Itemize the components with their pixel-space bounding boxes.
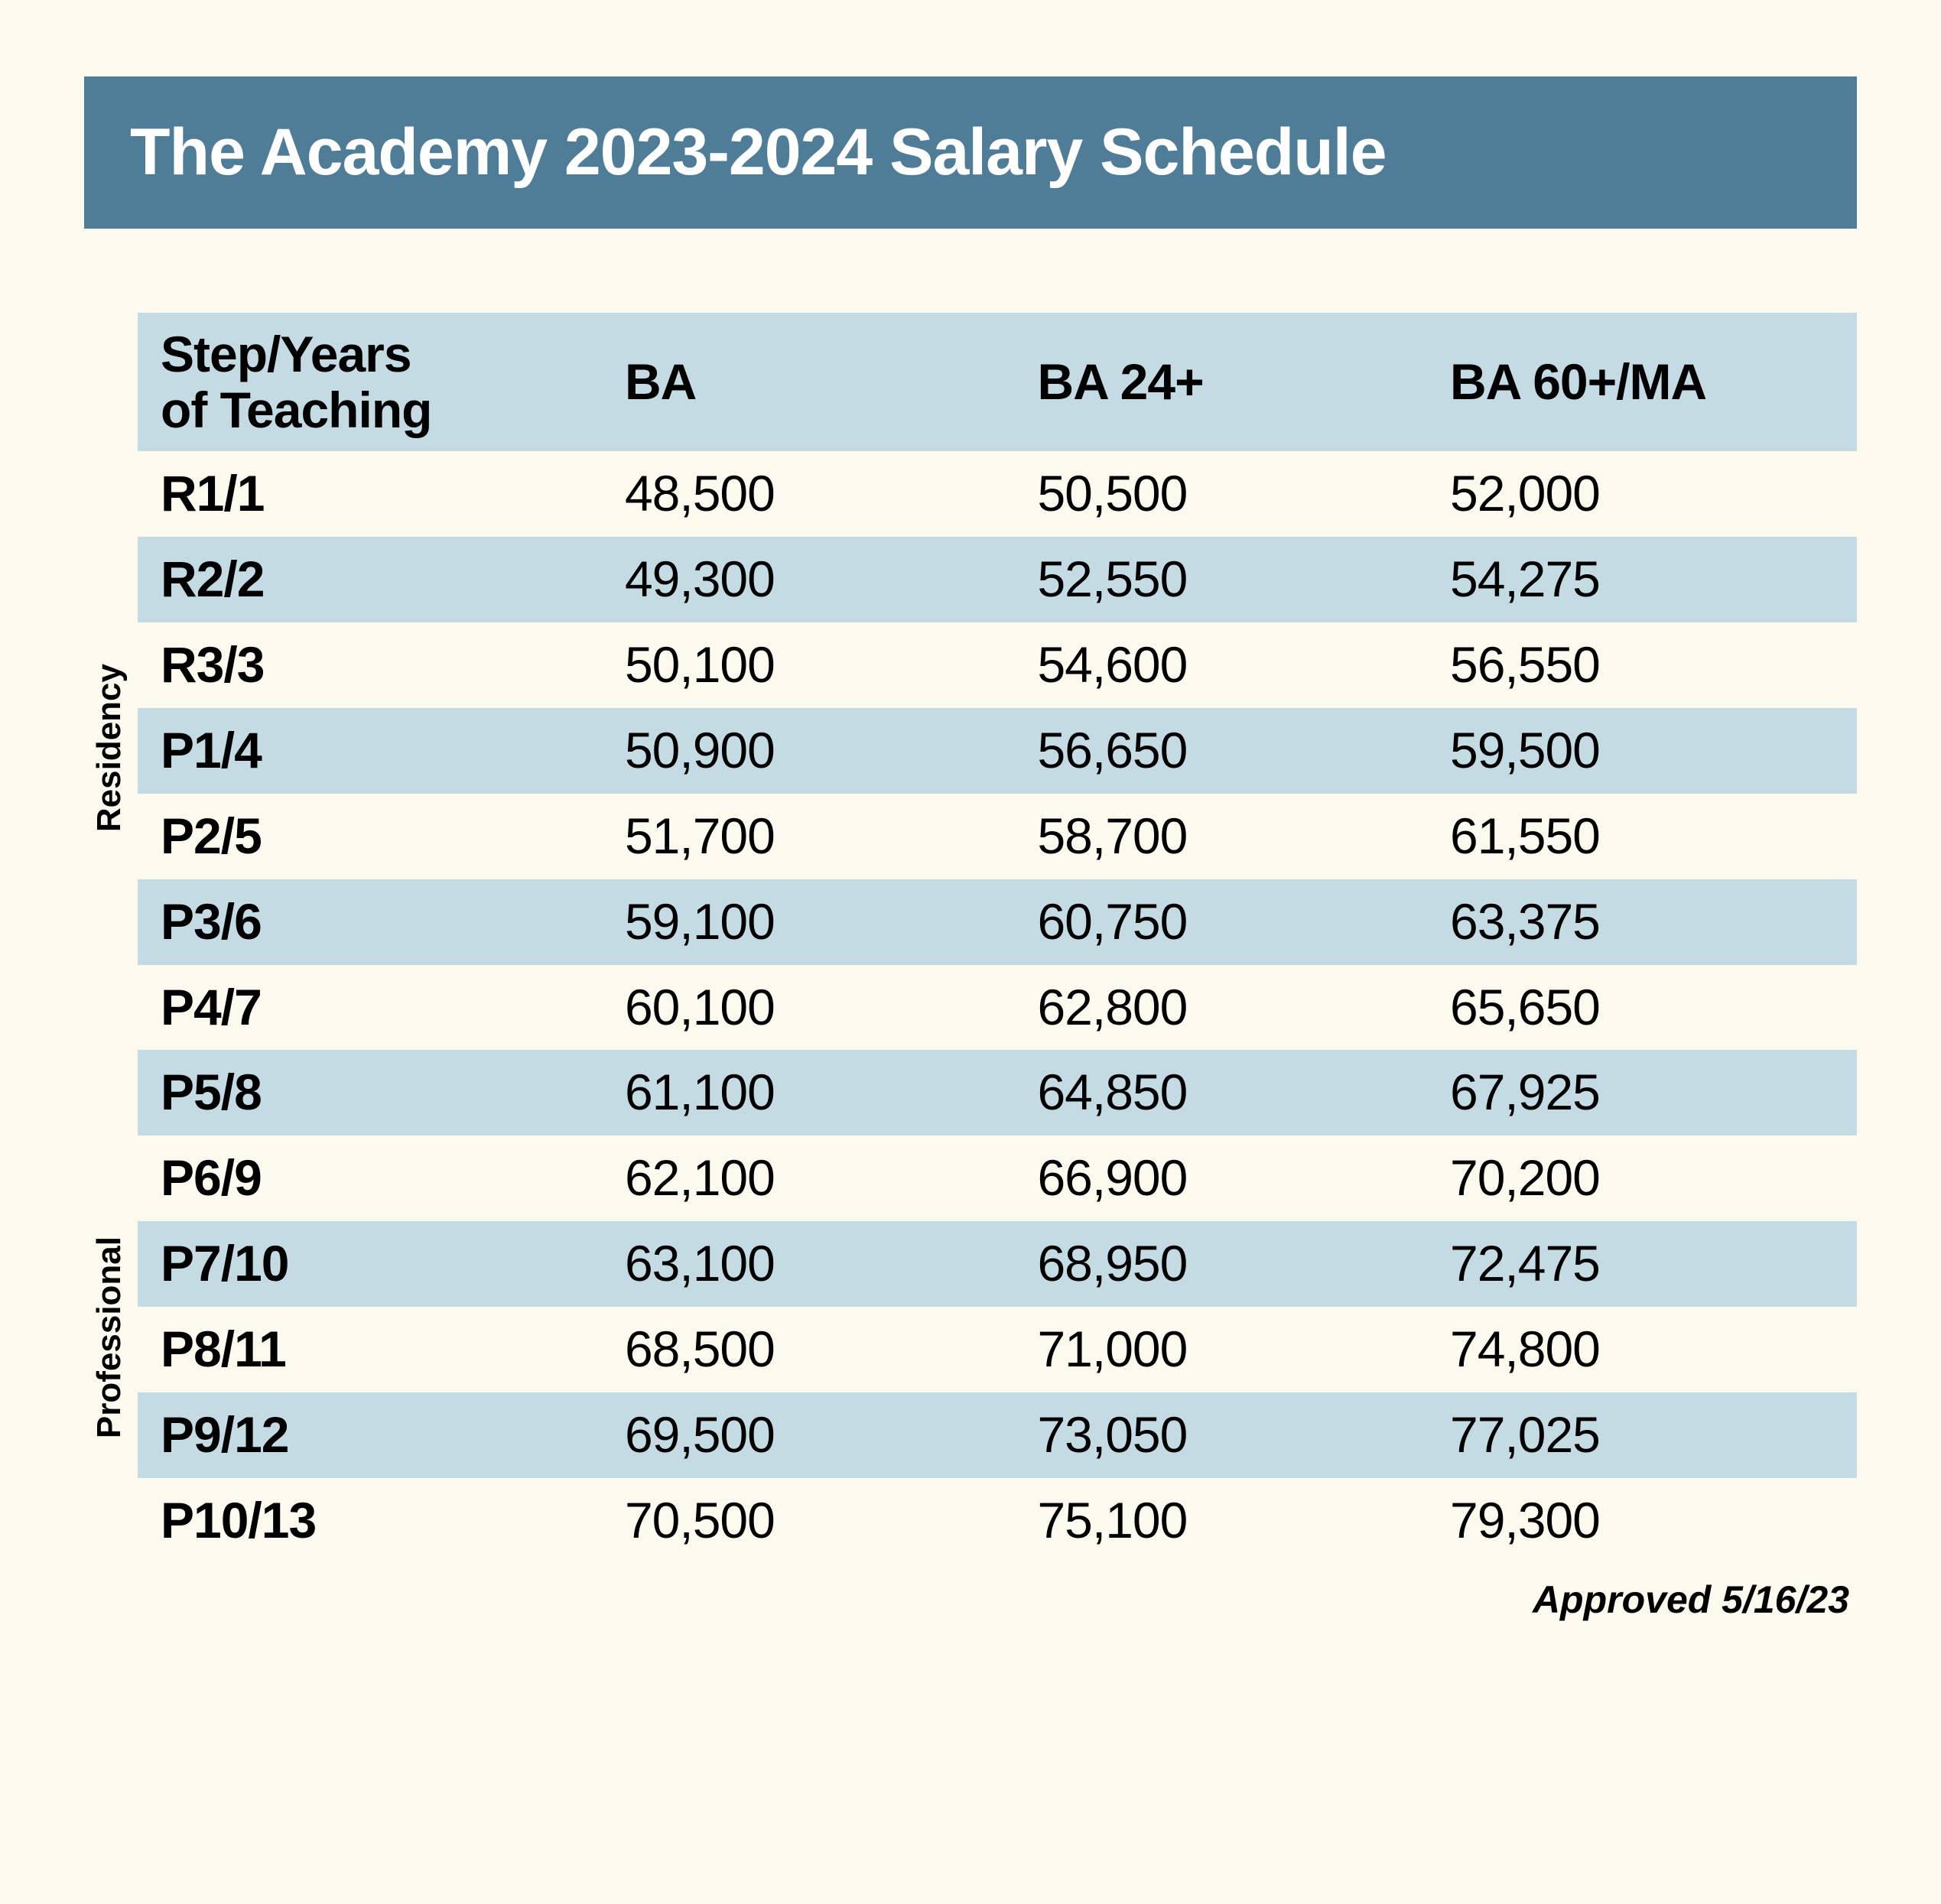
salary-cell-ba: 59,100	[602, 879, 1015, 965]
salary-cell-ba24: 56,650	[1014, 708, 1427, 794]
step-cell: R2/2	[138, 537, 602, 622]
page-title: The Academy 2023-2024 Salary Schedule	[130, 115, 1387, 189]
salary-cell-ma: 59,500	[1427, 708, 1857, 794]
salary-table-container: Residency Professional Step/Years of Tea…	[84, 313, 1857, 1564]
salary-cell-ba: 49,300	[602, 537, 1015, 622]
salary-cell-ba24: 73,050	[1014, 1392, 1427, 1478]
salary-cell-ma: 67,925	[1427, 1050, 1857, 1136]
step-cell: P10/13	[138, 1478, 602, 1564]
step-cell: P8/11	[138, 1307, 602, 1392]
table-row: R3/350,10054,60056,550	[138, 622, 1857, 708]
column-header-step-line1: Step/Years	[161, 326, 411, 382]
table-row: P4/760,10062,80065,650	[138, 965, 1857, 1051]
step-cell: P3/6	[138, 879, 602, 965]
salary-cell-ma: 56,550	[1427, 622, 1857, 708]
salary-cell-ma: 63,375	[1427, 879, 1857, 965]
salary-cell-ba: 62,100	[602, 1136, 1015, 1221]
salary-cell-ba24: 62,800	[1014, 965, 1427, 1051]
salary-cell-ba24: 66,900	[1014, 1136, 1427, 1221]
salary-cell-ba24: 58,700	[1014, 794, 1427, 879]
salary-cell-ba: 51,700	[602, 794, 1015, 879]
salary-cell-ba24: 54,600	[1014, 622, 1427, 708]
table-row: P3/659,10060,75063,375	[138, 879, 1857, 965]
salary-cell-ba: 61,100	[602, 1050, 1015, 1136]
table-row: P7/1063,10068,95072,475	[138, 1221, 1857, 1307]
step-cell: P9/12	[138, 1392, 602, 1478]
salary-cell-ba24: 71,000	[1014, 1307, 1427, 1392]
salary-cell-ba24: 50,500	[1014, 451, 1427, 537]
salary-cell-ma: 65,650	[1427, 965, 1857, 1051]
side-label-professional: Professional	[90, 1236, 128, 1438]
salary-cell-ma: 61,550	[1427, 794, 1857, 879]
column-header-step-line2: of Teaching	[161, 382, 431, 438]
column-header-ba: BA	[602, 313, 1015, 451]
step-cell: P5/8	[138, 1050, 602, 1136]
approved-note: Approved 5/16/23	[84, 1577, 1857, 1622]
table-row: P1/450,90056,65059,500	[138, 708, 1857, 794]
salary-cell-ma: 79,300	[1427, 1478, 1857, 1564]
side-labels-column: Residency Professional	[84, 313, 138, 1564]
salary-cell-ba24: 68,950	[1014, 1221, 1427, 1307]
salary-cell-ma: 52,000	[1427, 451, 1857, 537]
step-cell: P4/7	[138, 965, 602, 1051]
salary-cell-ba: 63,100	[602, 1221, 1015, 1307]
salary-cell-ba: 68,500	[602, 1307, 1015, 1392]
table-row: P2/551,70058,70061,550	[138, 794, 1857, 879]
table-row: R1/148,50050,50052,000	[138, 451, 1857, 537]
salary-cell-ba: 48,500	[602, 451, 1015, 537]
salary-cell-ma: 70,200	[1427, 1136, 1857, 1221]
table-row: P8/1168,50071,00074,800	[138, 1307, 1857, 1392]
salary-cell-ba24: 52,550	[1014, 537, 1427, 622]
salary-cell-ba24: 64,850	[1014, 1050, 1427, 1136]
title-bar: The Academy 2023-2024 Salary Schedule	[84, 76, 1857, 229]
salary-cell-ba: 50,900	[602, 708, 1015, 794]
table-row: P10/1370,50075,10079,300	[138, 1478, 1857, 1564]
salary-cell-ma: 54,275	[1427, 537, 1857, 622]
salary-cell-ma: 74,800	[1427, 1307, 1857, 1392]
step-cell: R3/3	[138, 622, 602, 708]
table-row: P9/1269,50073,05077,025	[138, 1392, 1857, 1478]
salary-cell-ba: 70,500	[602, 1478, 1015, 1564]
salary-cell-ba: 69,500	[602, 1392, 1015, 1478]
salary-cell-ba24: 75,100	[1014, 1478, 1427, 1564]
salary-cell-ba: 50,100	[602, 622, 1015, 708]
table-row: P6/962,10066,90070,200	[138, 1136, 1857, 1221]
column-header-ma: BA 60+/MA	[1427, 313, 1857, 451]
column-header-step: Step/Years of Teaching	[138, 313, 602, 451]
column-header-ba24: BA 24+	[1014, 313, 1427, 451]
step-cell: P7/10	[138, 1221, 602, 1307]
step-cell: R1/1	[138, 451, 602, 537]
step-cell: P1/4	[138, 708, 602, 794]
salary-cell-ma: 77,025	[1427, 1392, 1857, 1478]
table-body: R1/148,50050,50052,000R2/249,30052,55054…	[138, 451, 1857, 1564]
step-cell: P6/9	[138, 1136, 602, 1221]
salary-cell-ba24: 60,750	[1014, 879, 1427, 965]
step-cell: P2/5	[138, 794, 602, 879]
side-label-residency: Residency	[90, 664, 128, 832]
table-row: P5/861,10064,85067,925	[138, 1050, 1857, 1136]
salary-cell-ma: 72,475	[1427, 1221, 1857, 1307]
salary-cell-ba: 60,100	[602, 965, 1015, 1051]
table-header: Step/Years of Teaching BA BA 24+ BA 60+/…	[138, 313, 1857, 451]
table-row: R2/249,30052,55054,275	[138, 537, 1857, 622]
salary-table: Step/Years of Teaching BA BA 24+ BA 60+/…	[138, 313, 1857, 1564]
